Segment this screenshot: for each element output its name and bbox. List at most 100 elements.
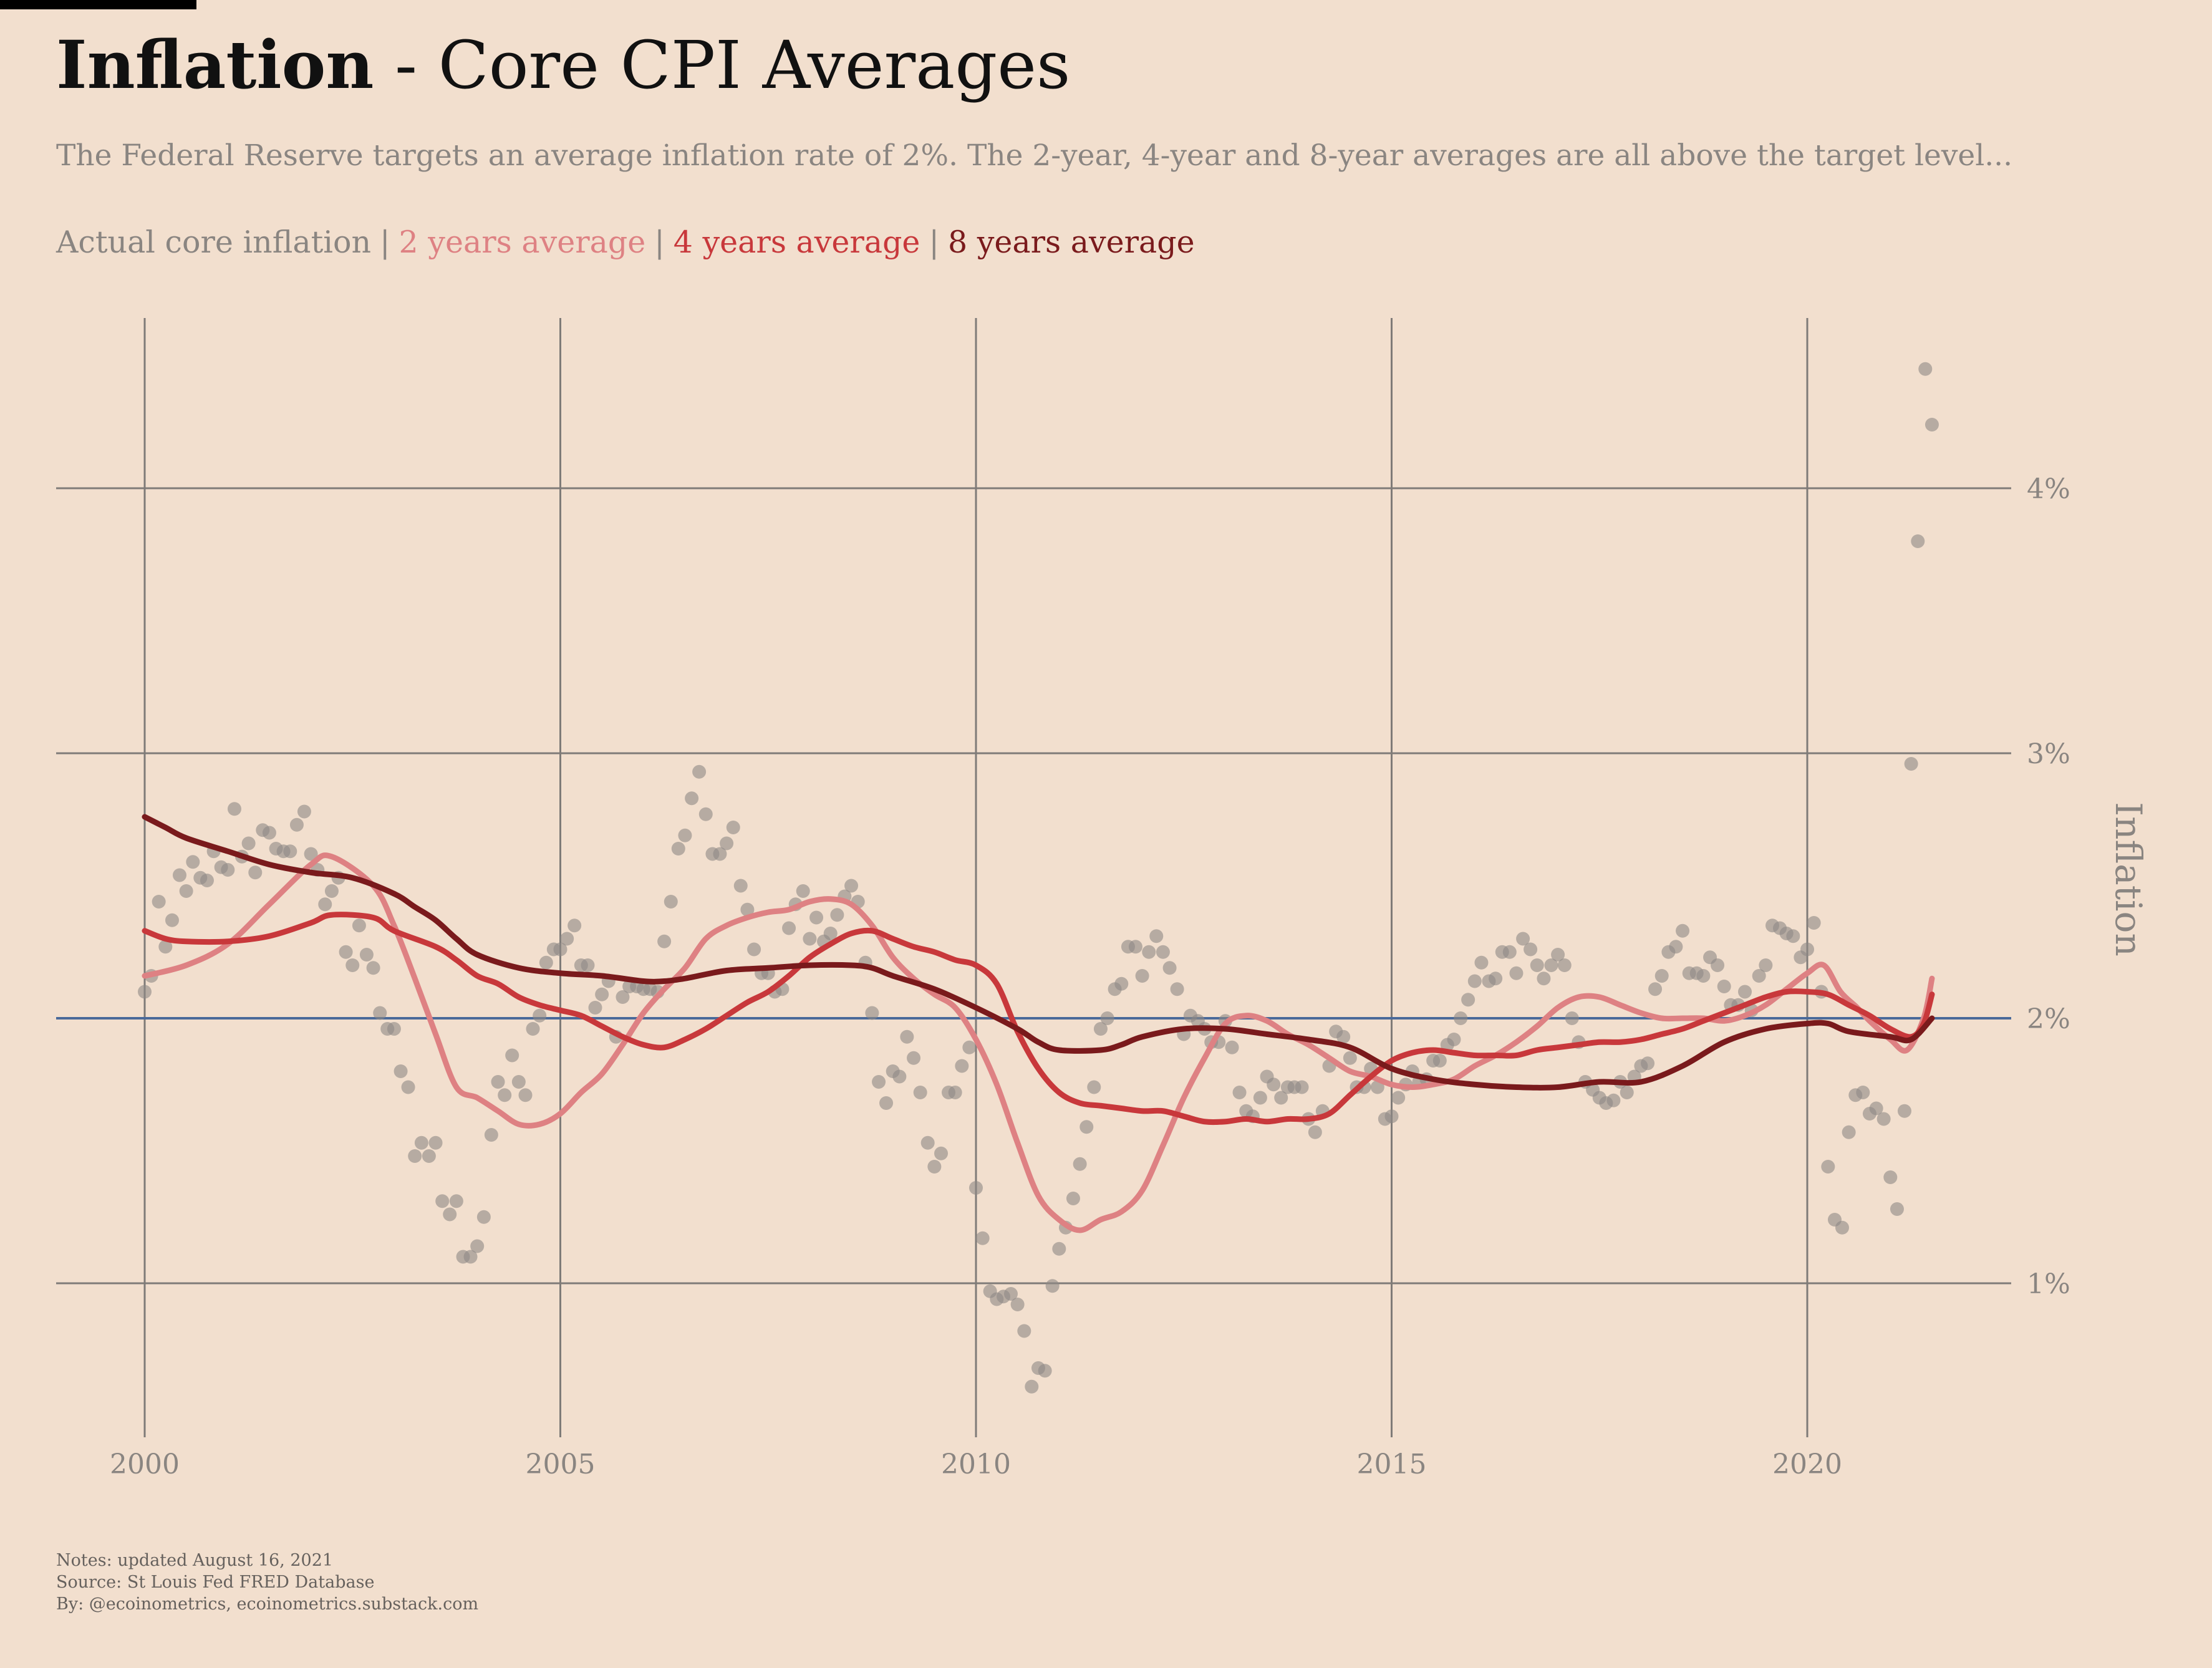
data-point [435, 1194, 450, 1208]
axis-ticks: 2000 2005 2010 2015 2020 1% 2% 3% 4% [110, 473, 2070, 1480]
data-point [1759, 958, 1773, 972]
data-point [200, 874, 214, 887]
data-point [526, 1022, 540, 1036]
data-point [1149, 929, 1164, 943]
data-point [518, 1088, 533, 1102]
data-point [1045, 1279, 1060, 1293]
data-point [913, 1086, 927, 1099]
data-point [560, 932, 574, 946]
data-point [1565, 1011, 1579, 1025]
data-point [1654, 969, 1669, 983]
data-point [567, 918, 582, 933]
data-point [1308, 1125, 1322, 1139]
data-point [955, 1059, 969, 1073]
data-point [1904, 757, 1918, 771]
top-accent-bar [0, 0, 196, 9]
data-point [907, 1051, 921, 1065]
legend: Actual core inflation | 2 years average | 4 … [56, 224, 1195, 260]
data-point [428, 1135, 443, 1150]
data-point [248, 865, 263, 880]
y-axis-label: Inflation [2107, 802, 2150, 957]
data-point [1918, 362, 1933, 376]
data-point [1669, 940, 1683, 954]
data-point [345, 958, 360, 972]
data-point [1343, 1051, 1357, 1065]
y-tick-label-1: 1% [2027, 1268, 2070, 1300]
series-line-3 [142, 814, 1935, 1091]
data-point [900, 1029, 914, 1044]
data-point [1821, 1160, 1835, 1174]
data-point [948, 1086, 962, 1099]
data-point [1391, 1091, 1406, 1105]
data-point [394, 1064, 408, 1078]
data-point [581, 958, 595, 972]
data-point [1156, 945, 1170, 959]
legend-4y: 4 years average [673, 224, 920, 260]
data-point [318, 897, 332, 912]
data-point [720, 836, 734, 851]
data-point [1551, 948, 1565, 962]
data-point [1253, 1091, 1267, 1105]
data-point [872, 1075, 886, 1089]
x-tick-label-2015: 2015 [1357, 1449, 1427, 1480]
data-point [726, 821, 740, 834]
x-tick-label-2000: 2000 [110, 1449, 180, 1480]
data-point [401, 1080, 415, 1094]
data-point [1295, 1080, 1309, 1094]
data-point [844, 879, 859, 893]
data-point [1114, 976, 1129, 991]
x-tick-label-2020: 2020 [1772, 1449, 1842, 1480]
data-point [1467, 974, 1482, 988]
data-point [1225, 1040, 1239, 1054]
data-point [297, 804, 311, 819]
data-point [339, 945, 353, 959]
data-point [449, 1194, 463, 1208]
data-point [782, 921, 796, 935]
data-point [511, 1075, 526, 1089]
data-point [422, 1149, 436, 1163]
data-point [796, 884, 810, 898]
data-point [809, 910, 824, 925]
series-line-1 [142, 852, 1935, 1233]
data-point [1711, 958, 1725, 972]
note-updated: Notes: updated August 16, 2021 [56, 1551, 334, 1570]
data-point [685, 791, 699, 806]
data-point [1066, 1192, 1080, 1205]
x-tick-label-2005: 2005 [526, 1449, 596, 1480]
data-point [865, 1006, 879, 1020]
legend-actual: Actual core inflation [56, 224, 372, 260]
data-point [698, 807, 713, 821]
data-point [1336, 1029, 1351, 1044]
data-point [1128, 940, 1142, 954]
data-point [892, 1069, 907, 1084]
y-tick-label-4: 4% [2027, 473, 2070, 505]
data-point [533, 1008, 547, 1023]
data-point [934, 1146, 949, 1160]
data-point [1093, 1022, 1108, 1036]
x-tick-label-2010: 2010 [941, 1449, 1011, 1480]
data-point [1641, 1056, 1655, 1071]
data-point [1676, 923, 1690, 938]
data-point [138, 985, 152, 999]
data-point [373, 1006, 387, 1020]
data-point [1461, 993, 1475, 1007]
data-point [1606, 1093, 1621, 1107]
data-point [1232, 1086, 1247, 1099]
data-point [747, 942, 761, 957]
data-point [1038, 1364, 1052, 1378]
data-point [553, 942, 567, 957]
notes: Notes: updated August 16, 2021 Source: S… [56, 1550, 478, 1615]
data-point [671, 842, 685, 856]
data-point [962, 1040, 977, 1054]
data-point [1869, 1101, 1883, 1116]
data-point [920, 1135, 935, 1150]
data-point [1017, 1324, 1031, 1338]
data-point [830, 908, 844, 922]
note-author: By: @ecoinometrics, ecoinometrics.substa… [56, 1594, 479, 1614]
data-point [158, 940, 173, 954]
data-point [1489, 971, 1503, 986]
data-point [324, 884, 339, 898]
data-point [352, 918, 366, 933]
data-point [1003, 1287, 1018, 1301]
data-point [498, 1088, 512, 1102]
